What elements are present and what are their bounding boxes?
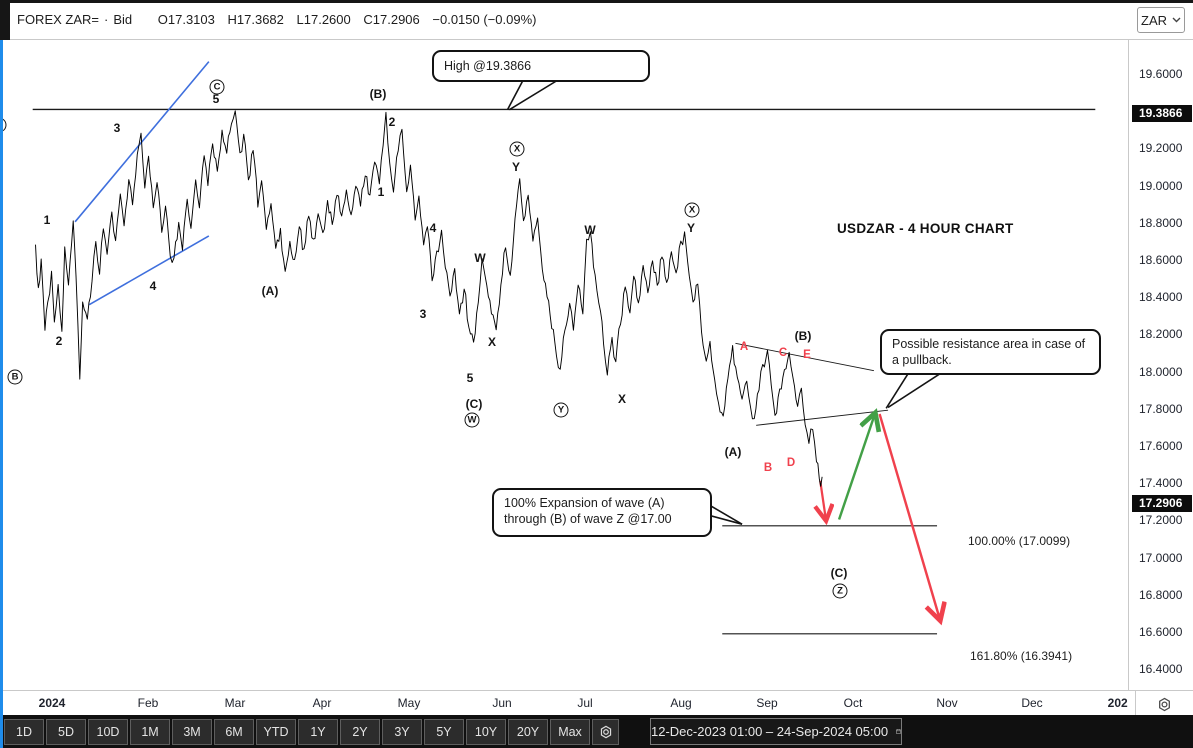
time-label-oct: Oct xyxy=(843,696,863,710)
date-range-picker[interactable]: 12-Dec-2023 01:00 – 24-Sep-2024 05:00 xyxy=(650,718,902,745)
time-label-mar: Mar xyxy=(224,696,246,710)
ohlc-open: O17.3103 xyxy=(157,12,215,27)
price-tick-16.6000: 16.6000 xyxy=(1139,625,1183,639)
range-button-ytd[interactable]: YTD xyxy=(256,718,296,745)
bottom-toolbar: 1D 5D 10D 1M 3M 6M YTD 1Y 2Y 3Y 5Y 10Y 20Y Max 12-Dec… xyxy=(0,715,1193,748)
window-top-edge xyxy=(0,0,1193,3)
callout-resistance[interactable]: Possible resistance area in case of a pu… xyxy=(880,329,1101,375)
callout-expansion[interactable]: 100% Expansion of wave (A) through (B) o… xyxy=(492,488,712,537)
range-button-3m[interactable]: 3M xyxy=(172,718,212,745)
price-tick-19.0000: 19.0000 xyxy=(1139,178,1183,193)
ohlc-high: H17.3682 xyxy=(227,12,284,27)
price-tick-18.4000: 18.4000 xyxy=(1139,290,1183,305)
price-tick-18.2000: 18.2000 xyxy=(1139,327,1183,342)
time-label-may: May xyxy=(397,696,421,710)
callout-high[interactable]: High @19.3866 xyxy=(432,50,650,82)
callout-resistance-text: Possible resistance area in case of a pu… xyxy=(892,337,1086,367)
range-button-20y[interactable]: 20Y xyxy=(508,718,548,745)
time-axis-labels: 2024 Feb Mar Apr May Jun Jul Aug Sep Oct Nov Dec 202… xyxy=(0,691,1128,716)
symbol-name: FOREX ZAR= xyxy=(17,12,99,27)
price-tick-18.8000: 18.8000 xyxy=(1139,215,1183,230)
gear-icon xyxy=(1158,697,1170,711)
price-badge-high: 19.3866 xyxy=(1132,105,1192,123)
price-tick-19.6000: 19.6000 xyxy=(1139,67,1183,81)
price-tick-18.0000: 18.0000 xyxy=(1139,364,1183,379)
range-button-2y[interactable]: 2Y xyxy=(340,718,380,745)
chevron-down-icon xyxy=(1172,17,1181,23)
range-button-5y[interactable]: 5Y xyxy=(424,718,464,745)
price-series xyxy=(35,110,823,487)
callout-pointer-1 xyxy=(506,77,526,111)
price-axis[interactable]: 19.6000 19.2000 19.0000 18.8000 18.6000 18.40… xyxy=(1128,40,1193,690)
currency-label: ZAR xyxy=(1141,12,1167,28)
quote-field: Bid xyxy=(113,12,133,27)
range-button-10d[interactable]: 10D xyxy=(88,718,128,745)
time-label-nov: Nov xyxy=(936,696,958,710)
arrow-red-target[interactable] xyxy=(878,413,940,619)
callout-expansion-text: 100% Expansion of wave (A) through (B) o… xyxy=(504,496,672,526)
time-axis[interactable]: 2024 Feb Mar Apr May Jun Jul Aug Sep Oct Nov Dec 202… xyxy=(0,690,1193,716)
range-button-3y[interactable]: 3Y xyxy=(382,718,422,745)
range-button-max[interactable]: Max xyxy=(550,718,590,745)
time-label-jul: Jul xyxy=(577,696,593,710)
price-tick-17.8000: 17.8000 xyxy=(1139,401,1183,416)
time-label-apr: Apr xyxy=(312,696,332,710)
price-tick-17.6000: 17.6000 xyxy=(1139,439,1183,453)
price-badge-last: 17.2906 xyxy=(1132,495,1192,513)
trendline-2[interactable] xyxy=(88,235,210,306)
quote-line: FOREX ZAR= · Bid O17.3103 H17.3682 L17.260… xyxy=(17,12,545,27)
price-tick-16.8000: 16.8000 xyxy=(1139,587,1183,602)
range-button-10y[interactable]: 10Y xyxy=(466,718,506,745)
time-label-feb: Feb xyxy=(137,696,159,710)
axis-settings-button[interactable] xyxy=(1152,694,1176,714)
currency-selector-button[interactable]: ZAR xyxy=(1137,7,1185,33)
price-tick-17.2000: 17.2000 xyxy=(1139,513,1183,528)
change-value: −0.0150 (−0.09%) xyxy=(432,12,537,27)
range-button-1y[interactable]: 1Y xyxy=(298,718,338,745)
axis-corner-separator xyxy=(1135,691,1136,716)
date-range-text: 12-Dec-2023 01:00 – 24-Sep-2024 05:00 xyxy=(651,724,889,739)
calendar-icon xyxy=(896,729,901,734)
window-corner-block xyxy=(0,0,10,40)
time-label-sep: Sep xyxy=(756,696,778,710)
ohlc-low: L17.2600 xyxy=(296,12,351,27)
range-button-1m[interactable]: 1M xyxy=(130,718,170,745)
time-label-2025: 2025 xyxy=(1107,696,1128,710)
time-label-2024: 2024 xyxy=(38,696,66,710)
arrow-red-breakdown[interactable] xyxy=(820,480,826,520)
triangle-line-2[interactable] xyxy=(756,409,889,426)
price-tick-17.4000: 17.4000 xyxy=(1139,476,1183,491)
top-bar: FOREX ZAR= · Bid O17.3103 H17.3682 L17.260… xyxy=(0,0,1193,40)
callout-high-text: High @19.3866 xyxy=(444,59,532,73)
range-button-1d[interactable]: 1D xyxy=(4,718,44,745)
arrow-green-pullback[interactable] xyxy=(837,414,875,520)
range-button-group: 1D 5D 10D 1M 3M 6M YTD 1Y 2Y 3Y 5Y 10Y 20Y Max xyxy=(4,718,590,745)
price-tick-19.2000: 19.2000 xyxy=(1139,141,1183,156)
callout-pointer-2 xyxy=(508,77,561,111)
toolbar-settings-button[interactable] xyxy=(592,718,619,745)
time-label-aug: Aug xyxy=(670,696,692,710)
range-button-5d[interactable]: 5D xyxy=(46,718,86,745)
price-tick-16.4000: 16.4000 xyxy=(1139,662,1183,677)
left-edge-accent xyxy=(0,40,3,748)
price-tick-17.0000: 17.0000 xyxy=(1139,550,1183,565)
symbol-dot: · xyxy=(104,12,109,27)
ohlc-close: C17.2906 xyxy=(363,12,420,27)
time-label-jun: Jun xyxy=(492,696,512,710)
price-tick-18.6000: 18.6000 xyxy=(1139,253,1183,267)
triangle-line-1[interactable] xyxy=(735,342,875,372)
range-button-6m[interactable]: 6M xyxy=(214,718,254,745)
time-label-dec: Dec xyxy=(1021,696,1043,710)
gear-icon xyxy=(600,725,611,738)
